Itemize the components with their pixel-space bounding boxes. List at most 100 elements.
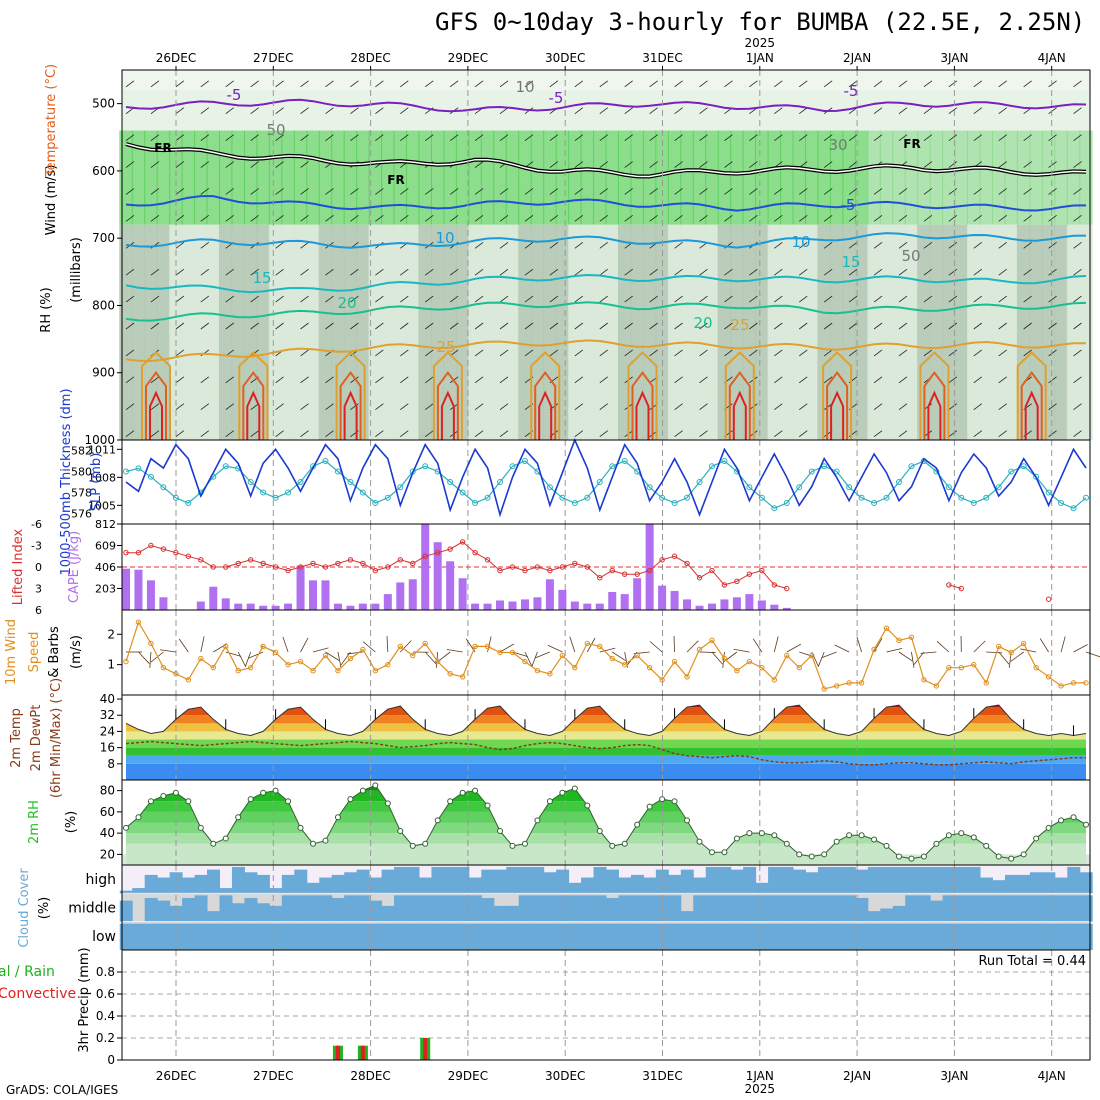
wind-barb <box>400 322 409 330</box>
li-point <box>696 575 703 581</box>
wind-speed-point <box>472 643 478 650</box>
rh-lower <box>829 224 844 440</box>
wind-barb <box>724 80 733 88</box>
bottom-date-label: 27DEC <box>253 1069 293 1083</box>
wind-barb <box>300 241 309 249</box>
wind-barb <box>724 188 733 195</box>
rh-point <box>260 789 267 796</box>
rh-lower <box>692 224 707 440</box>
wind-barb <box>898 188 908 195</box>
wind-barb <box>1048 80 1057 88</box>
temp-tick-label: 16 <box>100 741 115 755</box>
cloud-bar-low <box>319 923 333 950</box>
wind-barb <box>998 430 1007 437</box>
wind-barb <box>774 349 783 357</box>
wind-speed-point <box>759 664 765 671</box>
cloud-bar-low <box>406 923 420 950</box>
wind-barb <box>649 268 658 276</box>
cloud-bar-middle <box>967 895 981 922</box>
wind-barb <box>674 376 683 384</box>
rh-tick-label: 80 <box>100 784 115 798</box>
wind-barb <box>499 134 509 141</box>
rh-lower <box>530 224 545 440</box>
cloud-bar-low <box>730 923 744 950</box>
wind-barb <box>499 80 509 88</box>
rh-point <box>708 849 715 856</box>
wind-barb <box>1048 376 1057 384</box>
cloud-bar-low <box>967 923 981 950</box>
cloud-bar-high <box>892 867 906 894</box>
li-tick-label: -6 <box>31 518 42 531</box>
cloud-bar-middle <box>1017 895 1031 922</box>
wind-speed-point <box>796 664 802 671</box>
wind-barb <box>400 403 409 411</box>
cloud-bar-middle <box>319 895 333 922</box>
rh-lower <box>630 224 644 440</box>
rh-point <box>995 853 1002 860</box>
li-point <box>160 546 167 552</box>
cloud-bar-middle <box>381 905 395 922</box>
cape-bar <box>358 603 367 610</box>
cloud-bar-high <box>680 869 694 894</box>
cloud-bar-middle <box>880 908 894 922</box>
cloud-bar-high <box>1079 872 1093 894</box>
rh-band <box>991 130 1006 225</box>
cloud-bar-high <box>718 867 732 894</box>
wind-barb <box>823 295 833 303</box>
wind-barb <box>848 268 858 276</box>
thickness-point <box>472 500 479 506</box>
wind-barb <box>300 215 309 222</box>
cloud-bar-low <box>269 923 283 950</box>
cloud-bar-middle <box>905 895 919 922</box>
cape-bar <box>159 597 168 610</box>
precip-convective-bar <box>335 1045 340 1060</box>
rh-band <box>543 130 557 225</box>
wind-barb <box>449 295 459 303</box>
wind-barb <box>774 134 783 141</box>
rh-point <box>434 817 441 824</box>
cloud-bar-high <box>319 877 333 894</box>
wind-speed-point <box>160 664 167 671</box>
wind-barb-10m <box>733 648 750 653</box>
wind-barb-10m <box>178 638 189 653</box>
wind-speed-point <box>198 655 204 662</box>
cloud-bar-middle <box>468 895 482 922</box>
wind-barb <box>1073 349 1082 357</box>
wind-speed-point <box>833 683 840 689</box>
cloud-bar-high <box>655 869 669 894</box>
wind-barb <box>400 80 409 88</box>
cloud-bar-middle <box>244 897 258 922</box>
top-date-label: 31DEC <box>642 51 682 65</box>
cloud-bar-low <box>992 923 1006 950</box>
cape-bar <box>683 599 692 610</box>
rh-lower <box>1016 224 1031 440</box>
wind-barb <box>624 161 633 168</box>
wind-barb-10m <box>649 641 663 653</box>
li-point <box>771 582 778 588</box>
cape-bar <box>583 603 592 610</box>
wind-barb <box>474 188 484 195</box>
wind-barb <box>724 322 733 330</box>
rh-lower <box>792 224 806 440</box>
wind-barb <box>873 107 883 115</box>
ylabel-temp-unit: (6hr Min/Max) (°C) <box>49 678 64 798</box>
wind-barb <box>250 322 259 330</box>
wind-barb <box>649 107 658 115</box>
cloud-bar-high <box>755 882 769 894</box>
wind-barb <box>350 268 359 276</box>
wind-speed-point <box>372 668 379 674</box>
thickness-point <box>135 465 142 472</box>
rh-point <box>322 837 329 844</box>
wind-barb <box>649 215 658 222</box>
cape-bar <box>271 605 280 610</box>
wind-barb <box>699 430 708 437</box>
rh-lower <box>144 224 158 440</box>
cape-bar <box>595 603 604 610</box>
top-date-label: 29DEC <box>448 51 488 65</box>
wind-barb <box>200 322 210 330</box>
wind-barb-10m <box>1060 636 1066 653</box>
cloud-bar-middle <box>606 897 619 922</box>
wind-barb <box>275 215 284 222</box>
dewpoint-line <box>125 740 1086 766</box>
cloud-bar-high <box>381 869 395 894</box>
